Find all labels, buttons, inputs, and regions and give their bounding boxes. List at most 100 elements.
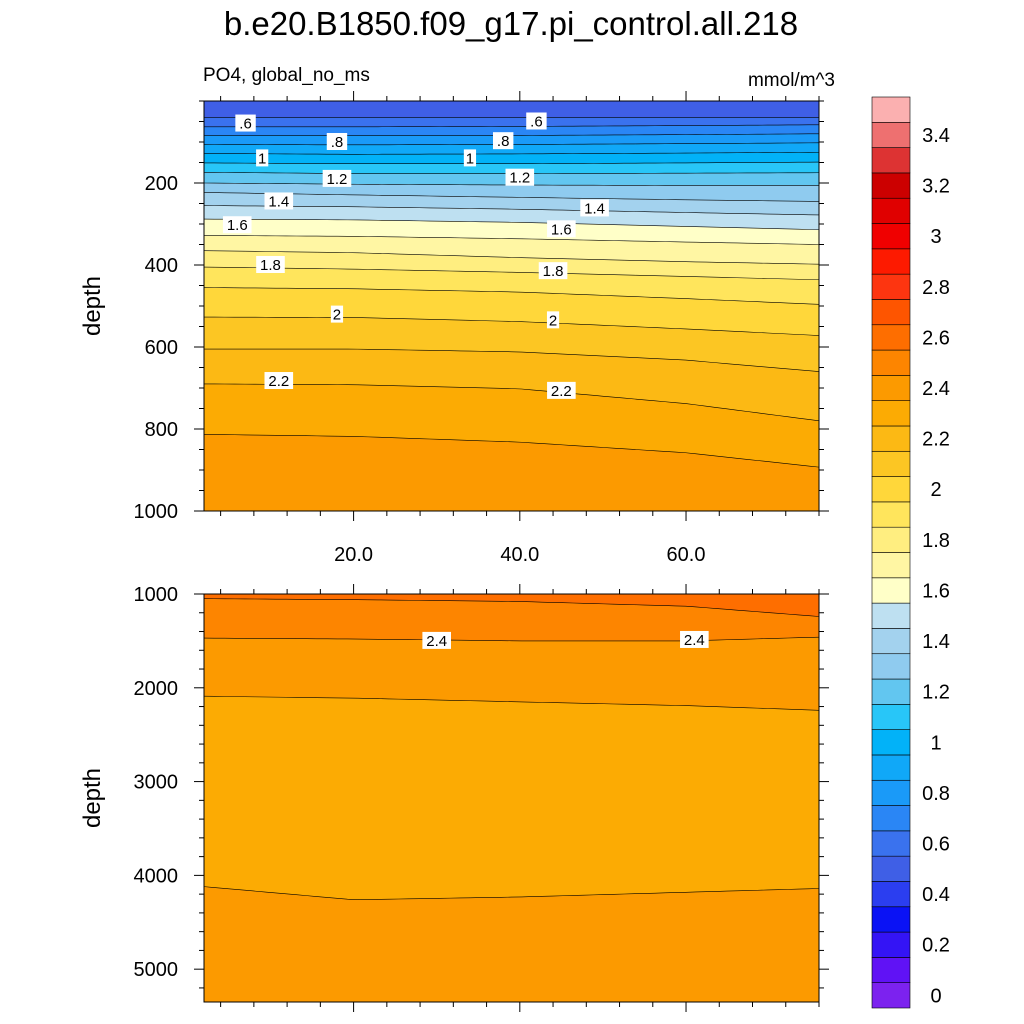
- colorbar-swatch: [871, 273, 911, 300]
- y-tick-label: 4000: [134, 865, 179, 887]
- contour-label-text: 2: [549, 312, 557, 329]
- contour-label-text: 1.2: [509, 170, 530, 187]
- colorbar-swatch: [871, 982, 911, 1009]
- contour-line: [204, 218, 819, 231]
- contour-line: [204, 124, 819, 128]
- colorbar-swatch: [871, 526, 911, 553]
- colorbar-swatch: [871, 400, 911, 427]
- y-tick-label: 200: [145, 173, 178, 195]
- colorbar-swatch: [871, 754, 911, 781]
- contour-label-text: 2.2: [551, 383, 572, 400]
- y-tick-label: 400: [145, 255, 178, 277]
- contour-label: 1.2: [322, 169, 352, 188]
- colorbar-tick-label: 2.4: [922, 378, 950, 400]
- contour-line: [204, 636, 819, 642]
- x-tick-label: 40.0: [500, 544, 539, 566]
- lower-contour-panel: 2.4 2.4 1000 2000 3000 4000 5000 depth: [79, 584, 829, 1012]
- plot-frame: [203, 593, 820, 1003]
- contour-label: 1.2: [505, 168, 535, 187]
- colorbar-tick-label: 3.4: [922, 125, 950, 147]
- contour-label-text: 1: [466, 150, 474, 167]
- contour-line: [204, 287, 819, 305]
- colorbar-swatch: [871, 881, 911, 908]
- contour-label: 1.4: [264, 192, 294, 210]
- colorbar-tick-label: 1.6: [922, 580, 950, 602]
- contour-label: .8: [492, 132, 514, 150]
- colorbar-tick-label: 0.2: [922, 935, 950, 957]
- y-tick-label: 3000: [134, 772, 179, 794]
- contour-label: 1.4: [580, 199, 609, 217]
- colorbar: 0 0.2 0.4 0.6 0.8 1 1.2 1.4 1.6 1.8 2 2.2 2.4 2.6 2.8 3…: [871, 96, 950, 1009]
- colorbar-swatch: [871, 147, 911, 174]
- contour-line: [204, 434, 819, 468]
- colorbar-tick-label: 2.2: [922, 429, 950, 451]
- colorbar-tick-label: 3.2: [922, 176, 950, 198]
- colorbar-swatch: [871, 197, 911, 224]
- colorbar-swatch: [871, 678, 911, 705]
- y-tick-label: 1000: [134, 584, 179, 606]
- colorbar-tick-label: 2.8: [922, 277, 950, 299]
- colorbar-swatch: [871, 122, 911, 148]
- colorbar-swatch: [871, 805, 911, 832]
- colorbar-tick-label: 0.8: [922, 783, 950, 805]
- colorbar-tick-label: 1.8: [922, 530, 950, 552]
- colorbar-swatch: [871, 653, 911, 680]
- contour-label-text: 1.2: [327, 171, 348, 188]
- contour-label: 1.6: [547, 220, 576, 238]
- colorbar-tick-label: 0.4: [922, 884, 950, 906]
- contour-line: [204, 383, 819, 422]
- contour-label: .8: [326, 133, 348, 151]
- y-tick-label: 2000: [134, 678, 179, 700]
- x-tick-label: 60.0: [667, 544, 706, 566]
- contour-label-text: .6: [530, 114, 543, 131]
- contour-line: [204, 151, 819, 155]
- contour-line: [204, 316, 819, 336]
- colorbar-swatch: [871, 602, 911, 629]
- contour-line: [204, 161, 819, 165]
- y-tick-label: 800: [145, 419, 178, 441]
- colorbar-swatch: [871, 957, 911, 983]
- contour-band: [204, 101, 819, 118]
- colorbar-swatch: [871, 450, 911, 477]
- contour-label-text: 2.4: [426, 633, 447, 650]
- contour-label: 1.6: [222, 216, 252, 234]
- contour-line: [204, 695, 819, 711]
- contour-label-text: 1.8: [260, 257, 281, 274]
- colorbar-swatch: [871, 375, 911, 401]
- contour-label: 2.4: [422, 631, 452, 650]
- contour-label: 1.8: [256, 256, 285, 274]
- contour-label: 1: [463, 149, 477, 167]
- colorbar-swatch: [871, 855, 911, 882]
- y-tick-label: 5000: [134, 959, 179, 981]
- contour-label: 1.8: [538, 262, 568, 280]
- colorbar-swatch: [871, 552, 911, 579]
- contour-label-text: 1.4: [584, 200, 605, 217]
- colorbar-swatch: [871, 248, 911, 275]
- contour-label-text: 1.6: [551, 221, 572, 238]
- contour-label-text: 1.6: [227, 217, 248, 234]
- colorbar-tick-label: 1.4: [922, 631, 950, 653]
- contour-line: [204, 348, 819, 372]
- colorbar-tick-label: 2: [930, 479, 941, 501]
- colorbar-swatch: [871, 729, 911, 756]
- colorbar-swatch: [871, 476, 911, 503]
- contour-label: 2.4: [680, 630, 709, 649]
- colorbar-swatch: [871, 906, 911, 933]
- colorbar-swatch: [871, 628, 911, 655]
- contour-line: [204, 886, 819, 901]
- contour-label: 1: [256, 149, 269, 167]
- colorbar-swatch: [871, 704, 911, 730]
- colorbar-swatch: [871, 324, 911, 351]
- contour-line: [204, 598, 819, 617]
- contour-label-text: .6: [239, 116, 252, 133]
- contour-line: [204, 192, 819, 202]
- subtitle-units: mmol/m^3: [748, 70, 835, 91]
- figure-title: b.e20.B1850.f09_g17.pi_control.all.218: [224, 5, 798, 42]
- contour-label: .6: [235, 114, 256, 133]
- contour-label-text: 1: [258, 150, 266, 167]
- y-tick-label: 600: [145, 337, 178, 359]
- contour-label-text: 1.4: [268, 193, 289, 210]
- contour-label: 2.2: [264, 372, 294, 390]
- colorbar-swatch: [871, 830, 911, 857]
